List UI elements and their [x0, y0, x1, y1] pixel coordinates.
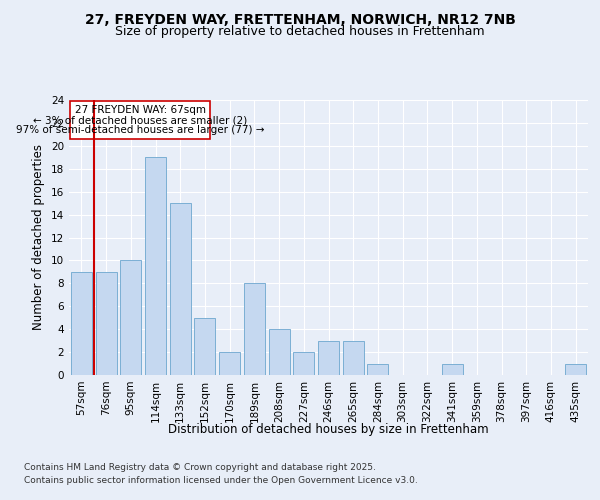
Bar — [565, 364, 586, 375]
Bar — [367, 364, 388, 375]
Y-axis label: Number of detached properties: Number of detached properties — [32, 144, 46, 330]
Bar — [145, 158, 166, 375]
Bar — [442, 364, 463, 375]
Bar — [219, 352, 240, 375]
Bar — [293, 352, 314, 375]
Text: Contains HM Land Registry data © Crown copyright and database right 2025.: Contains HM Land Registry data © Crown c… — [24, 462, 376, 471]
Bar — [318, 340, 339, 375]
Text: 97% of semi-detached houses are larger (77) →: 97% of semi-detached houses are larger (… — [16, 126, 265, 136]
FancyBboxPatch shape — [70, 101, 210, 139]
Text: Contains public sector information licensed under the Open Government Licence v3: Contains public sector information licen… — [24, 476, 418, 485]
Bar — [244, 284, 265, 375]
Bar — [170, 203, 191, 375]
Text: Size of property relative to detached houses in Frettenham: Size of property relative to detached ho… — [115, 25, 485, 38]
Bar — [343, 340, 364, 375]
Bar — [194, 318, 215, 375]
Bar — [120, 260, 141, 375]
Bar — [95, 272, 116, 375]
Text: ← 3% of detached houses are smaller (2): ← 3% of detached houses are smaller (2) — [33, 115, 247, 125]
Text: Distribution of detached houses by size in Frettenham: Distribution of detached houses by size … — [169, 422, 489, 436]
Text: 27, FREYDEN WAY, FRETTENHAM, NORWICH, NR12 7NB: 27, FREYDEN WAY, FRETTENHAM, NORWICH, NR… — [85, 12, 515, 26]
Bar — [71, 272, 92, 375]
Bar — [269, 329, 290, 375]
Text: 27 FREYDEN WAY: 67sqm: 27 FREYDEN WAY: 67sqm — [74, 105, 206, 115]
